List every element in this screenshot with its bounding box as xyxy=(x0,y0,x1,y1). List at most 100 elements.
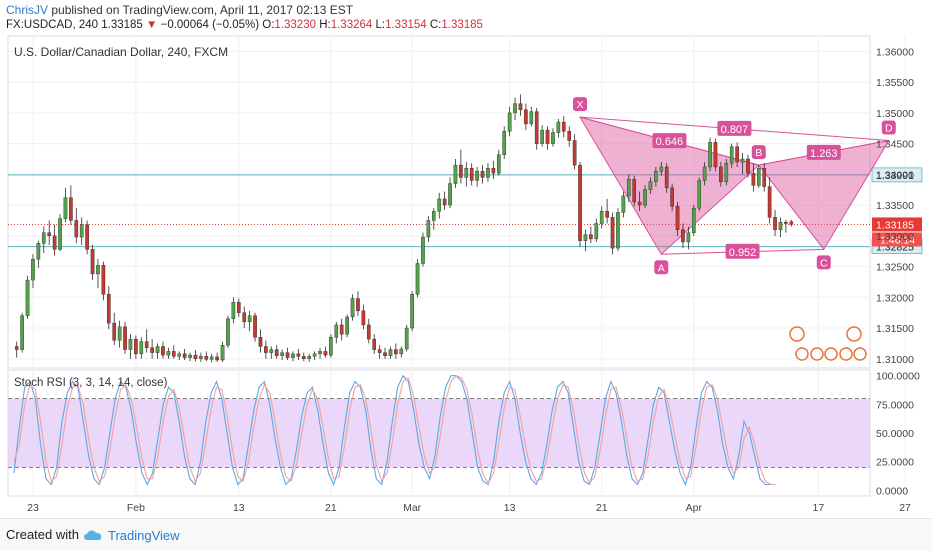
footer: Created with TradingView xyxy=(0,518,932,551)
candle xyxy=(264,340,268,359)
candle xyxy=(594,218,599,242)
candle-body xyxy=(236,302,241,313)
candle-body xyxy=(85,224,89,250)
candle xyxy=(307,353,312,362)
ratio-label: 0.807 xyxy=(721,124,749,136)
candle xyxy=(767,177,772,224)
created-with-text: Created with xyxy=(6,527,79,542)
close-label: C: xyxy=(429,19,442,31)
stoch-line xyxy=(13,375,776,486)
us-flag-icon xyxy=(853,347,867,361)
countdown-box xyxy=(872,232,922,247)
candle-body xyxy=(123,326,127,350)
candle-body xyxy=(616,212,620,249)
candle xyxy=(459,149,463,184)
pattern-point-label: X xyxy=(577,99,584,111)
us-flag-icon xyxy=(824,347,838,361)
candle xyxy=(637,191,642,212)
candle-body xyxy=(518,103,523,110)
candle-body xyxy=(366,324,371,340)
candle-body xyxy=(567,131,572,141)
y-tick-label: 1.35000 xyxy=(876,108,914,120)
tradingview-logo[interactable]: TradingView xyxy=(82,525,180,545)
last-price: 1.33185 xyxy=(101,19,143,31)
pattern-point-box xyxy=(751,145,766,160)
candle xyxy=(112,312,117,346)
candle-body xyxy=(659,166,664,172)
canada-flag-icon xyxy=(846,326,862,342)
candle xyxy=(437,192,442,219)
candle-body xyxy=(437,198,442,212)
candle-body xyxy=(415,263,420,295)
candle xyxy=(177,351,182,361)
candle-body xyxy=(513,103,517,114)
candle xyxy=(339,318,344,341)
candle xyxy=(134,335,138,359)
candle-body xyxy=(399,348,404,355)
price-line-label: 1.33991 xyxy=(876,170,914,182)
candle xyxy=(226,315,230,348)
candle xyxy=(475,166,479,187)
candle xyxy=(150,339,154,359)
us-flag-icon xyxy=(795,347,809,361)
candle xyxy=(106,286,111,330)
candle xyxy=(285,347,290,361)
candle-body xyxy=(36,242,41,260)
y-tick-label: 1.34500 xyxy=(876,139,914,151)
candle xyxy=(220,341,225,362)
x-tick-label: 13 xyxy=(233,502,245,514)
tradingview-brand: TradingView xyxy=(108,527,180,543)
candle xyxy=(410,291,414,332)
candle xyxy=(756,165,761,188)
high-label: H: xyxy=(319,19,331,31)
candle xyxy=(524,103,528,131)
candle xyxy=(334,321,339,344)
candle-body xyxy=(150,347,154,353)
candle xyxy=(496,149,501,176)
candle-body xyxy=(670,187,674,207)
pattern-point-box xyxy=(881,120,896,135)
author-name[interactable]: ChrisJV xyxy=(6,3,49,17)
candle-body xyxy=(90,249,95,275)
candle xyxy=(231,297,236,324)
candle-body xyxy=(551,132,555,144)
candle-body xyxy=(789,221,794,225)
candle-body xyxy=(675,206,680,230)
candle-body xyxy=(691,207,696,233)
candle xyxy=(697,177,702,212)
candle-body xyxy=(599,211,604,224)
candle-body xyxy=(193,354,198,359)
candle xyxy=(583,229,588,252)
price-label-box xyxy=(871,167,923,183)
candle-body xyxy=(199,356,203,359)
candle-body xyxy=(524,109,528,125)
candle-body xyxy=(41,232,46,244)
candle xyxy=(480,165,485,184)
candle-body xyxy=(442,198,447,206)
candle xyxy=(626,174,631,202)
candle xyxy=(209,353,214,363)
candle xyxy=(58,214,62,252)
candle-body xyxy=(79,224,84,238)
ratio-box xyxy=(806,144,841,160)
candle xyxy=(654,166,658,187)
ratio-box xyxy=(717,120,752,136)
event-markers[interactable] xyxy=(789,326,867,361)
y-tick-label: 1.32000 xyxy=(876,292,914,304)
candle-body xyxy=(632,179,637,203)
candle-body xyxy=(383,352,387,356)
candle xyxy=(404,324,409,352)
candle xyxy=(280,349,284,361)
stoch-tick-label: 25.0000 xyxy=(876,457,914,469)
pattern-point-box xyxy=(573,97,588,112)
last-price-label: 1.33185 xyxy=(876,219,914,231)
candle xyxy=(453,158,458,188)
candle-body xyxy=(144,341,149,348)
candle xyxy=(421,232,425,267)
candle-body xyxy=(318,351,322,355)
chart-title: U.S. Dollar/Canadian Dollar, 240, FXCM xyxy=(14,45,228,59)
y-tick-label: 1.34000 xyxy=(876,169,914,181)
candle-body xyxy=(204,356,209,360)
ohlc-info: FX:USDCAD, 240 1.33185 ▼ −0.00064 (−0.05… xyxy=(6,19,483,35)
